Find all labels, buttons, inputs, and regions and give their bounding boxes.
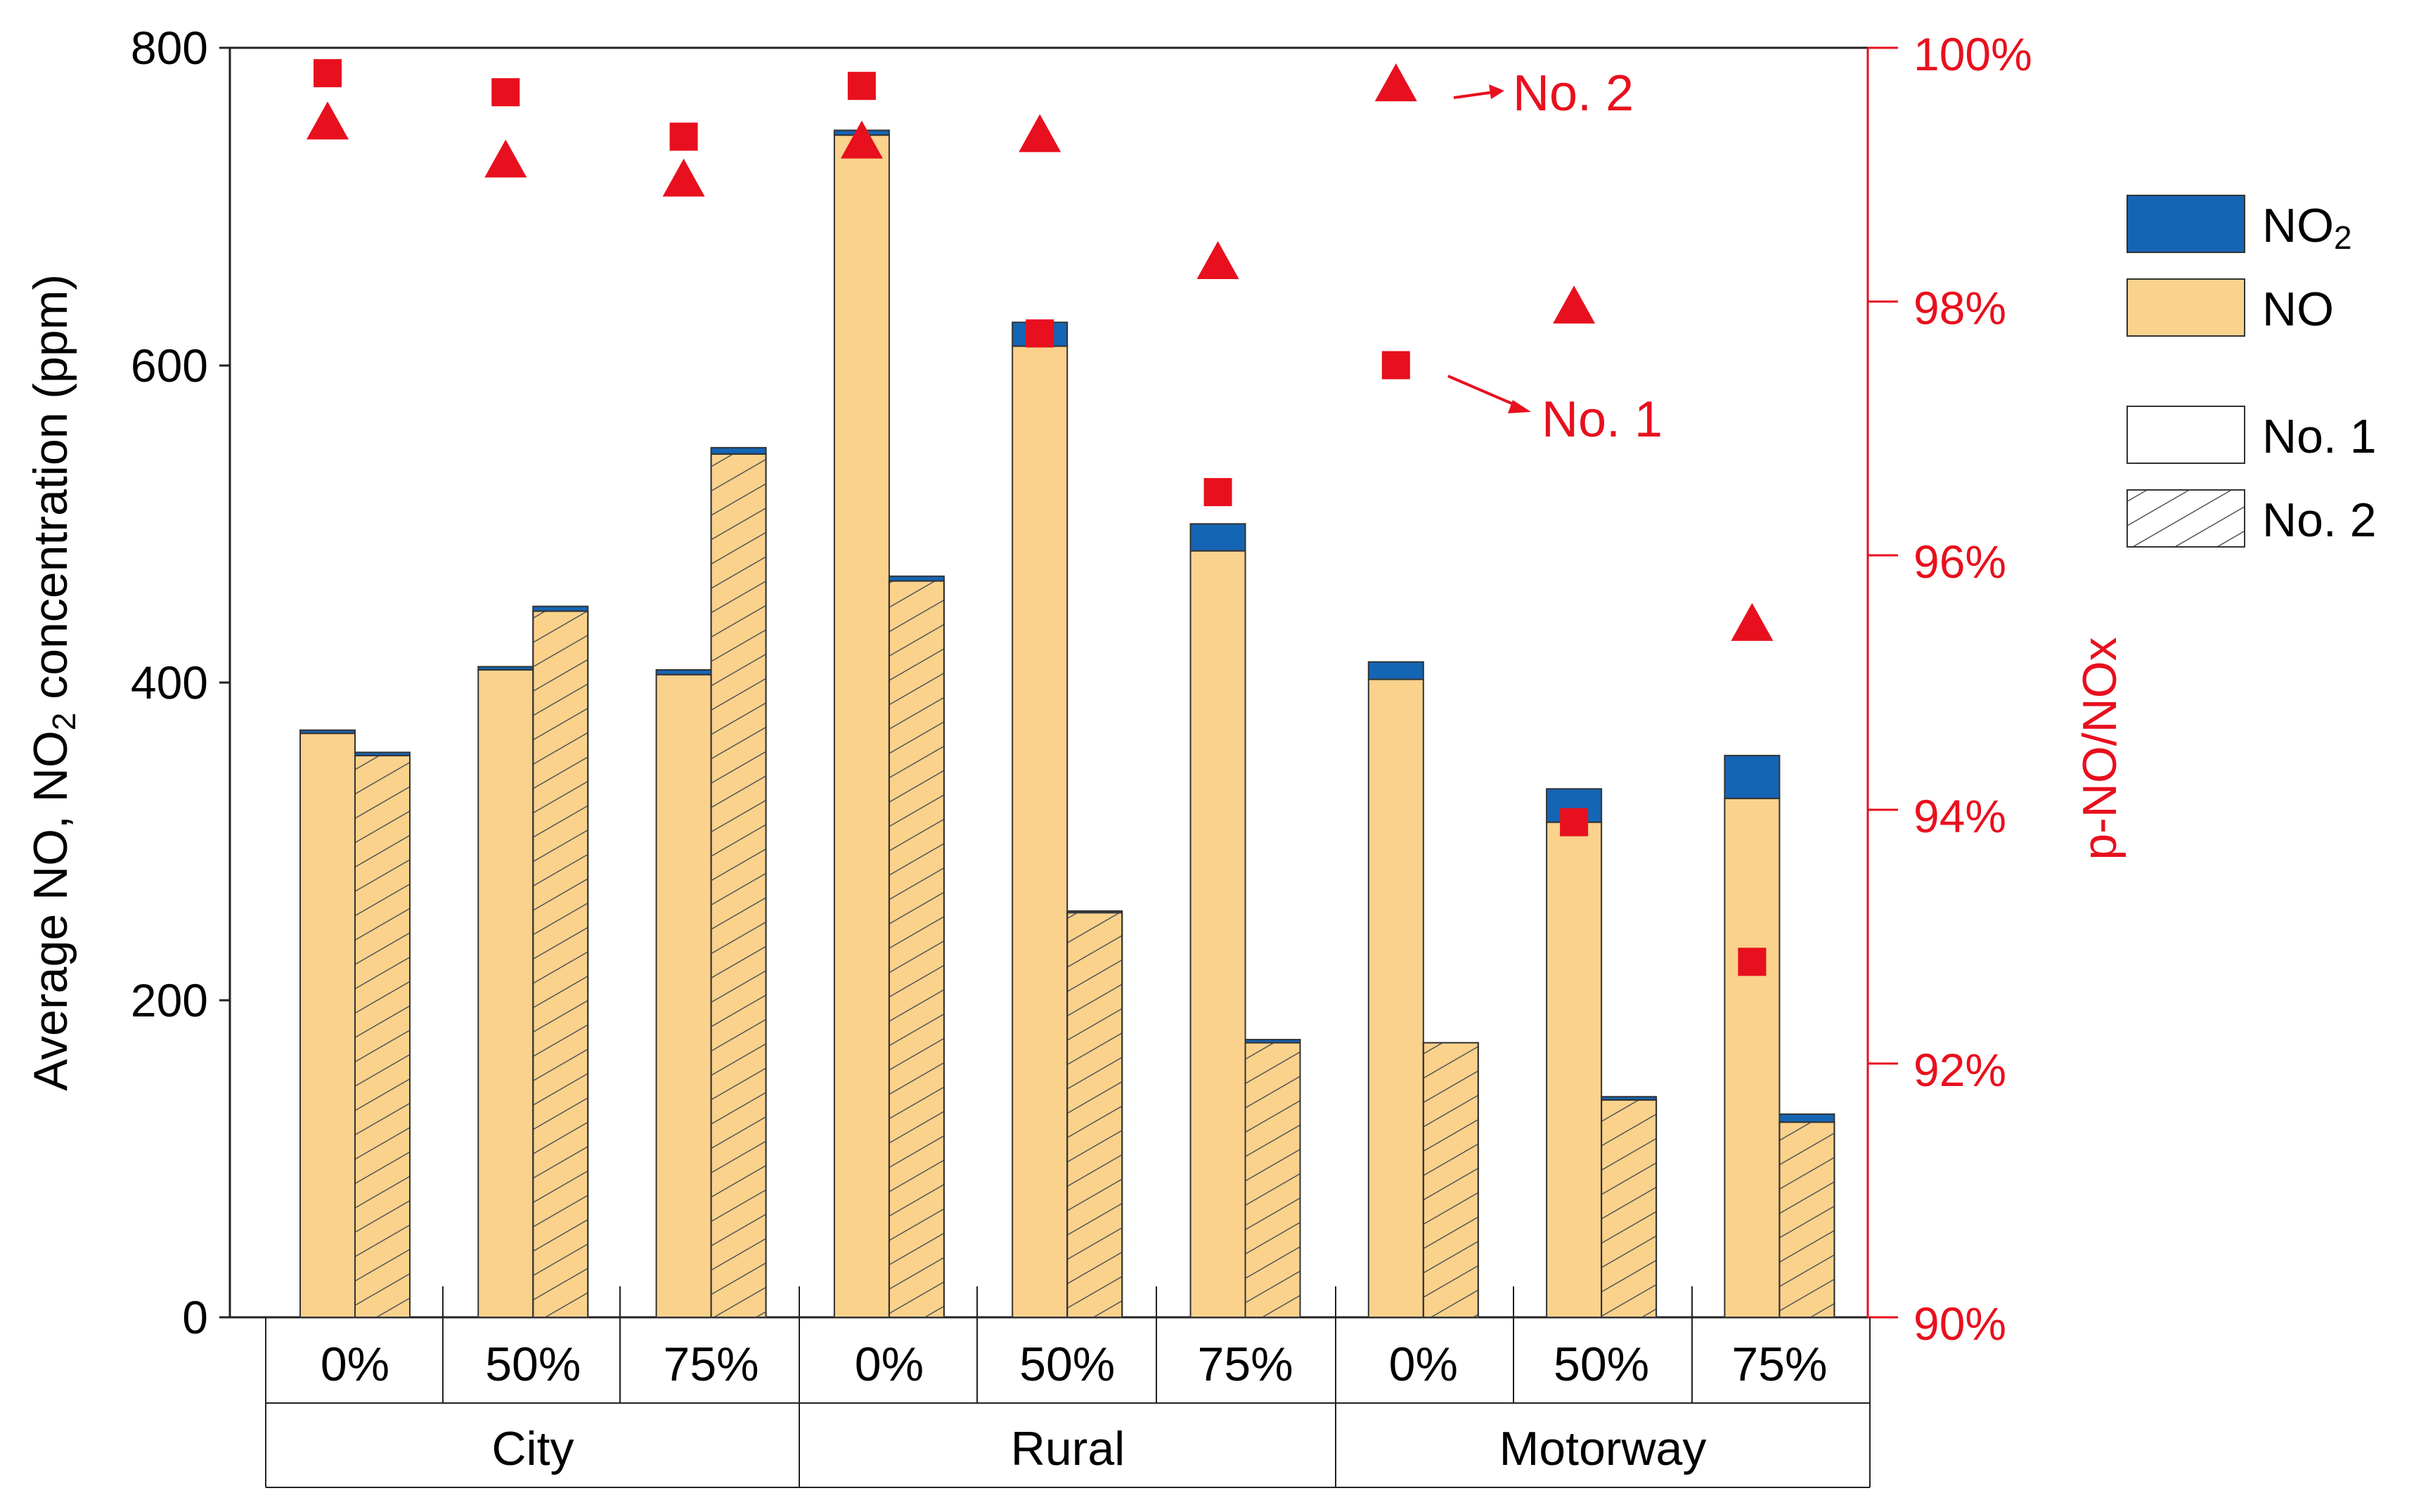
load-label: 75%: [1197, 1338, 1293, 1391]
point-triangle-series2: [1731, 602, 1774, 641]
bar-no2-series2: [1779, 1113, 1835, 1123]
bar-hatch-series2: [1244, 1042, 1301, 1318]
legend-swatch-no2-hatch: [2126, 489, 2245, 548]
bar-no2-series1: [1189, 523, 1246, 552]
group-label: Rural: [1011, 1422, 1125, 1475]
bar-no-series1: [1189, 550, 1246, 1319]
bar-no-series1: [1546, 821, 1603, 1319]
point-square-series1: [669, 122, 698, 151]
point-triangle-series2: [1374, 63, 1417, 102]
annotation-no2: No. 2: [1513, 65, 1634, 122]
bar-no-series1: [1012, 345, 1069, 1318]
load-label: 75%: [664, 1338, 759, 1391]
legend-label-no1: No. 1: [2262, 410, 2377, 463]
y-tick-label: 0: [182, 1291, 208, 1343]
point-triangle-series2: [306, 101, 349, 140]
load-label: 50%: [1554, 1338, 1649, 1391]
y2-axis-title: p-NO/NOx: [2073, 637, 2126, 860]
y2-tick-label: 98%: [1913, 282, 2006, 334]
group-label: City: [491, 1422, 574, 1475]
bar-no2-series2: [888, 575, 945, 582]
point-square-series1: [1381, 351, 1410, 380]
legend-swatch-no2: [2126, 195, 2245, 253]
load-label: 0%: [855, 1338, 924, 1391]
y2-tick-label: 96%: [1913, 536, 2006, 588]
bar-no-series1: [655, 673, 712, 1318]
legend-label-no2-series: No. 2: [2262, 493, 2377, 547]
group-label: Motorway: [1499, 1422, 1707, 1475]
point-square-series1: [491, 78, 520, 107]
point-square-series1: [314, 59, 342, 88]
y-tick-label: 800: [131, 22, 208, 74]
bar-no-series1: [1724, 797, 1781, 1318]
bar-hatch-series2: [1779, 1121, 1835, 1318]
load-label: 50%: [1019, 1338, 1115, 1391]
bar-hatch-series2: [354, 754, 411, 1318]
bar-no2-series2: [1066, 910, 1123, 914]
bar-hatch-series2: [1066, 912, 1123, 1318]
bar-no-series1: [477, 668, 534, 1318]
point-triangle-series2: [1019, 114, 1061, 153]
legend-swatch-no: [2126, 278, 2245, 337]
point-triangle-series2: [840, 120, 883, 159]
legend-swatch-no1: [2126, 406, 2245, 464]
point-triangle-series2: [484, 139, 527, 178]
bar-no-series1: [299, 732, 356, 1318]
load-label: 50%: [485, 1338, 581, 1391]
point-square-series1: [1738, 948, 1767, 976]
point-square-series1: [847, 72, 876, 101]
load-label: 0%: [321, 1338, 389, 1391]
bar-no2-series2: [532, 605, 589, 612]
y-tick-label: 600: [131, 340, 208, 392]
point-square-series1: [1203, 478, 1232, 507]
bar-no2-series1: [1367, 661, 1424, 680]
annotation-no1: No. 1: [1542, 392, 1663, 448]
bar-no2-series1: [655, 668, 712, 676]
point-triangle-series2: [662, 158, 705, 197]
bars: [299, 129, 1835, 1319]
y2-tick-label: 100%: [1913, 28, 2032, 80]
legend-label-no2: NO2: [2262, 199, 2352, 256]
y-axis-title: Average NO, NO2 concentration (ppm): [24, 274, 82, 1091]
bar-no2-series1: [299, 729, 356, 735]
bar-hatch-series2: [888, 580, 945, 1318]
y2-tick-label: 90%: [1913, 1298, 2006, 1350]
bar-hatch-series2: [710, 453, 767, 1318]
bar-no-series1: [1367, 678, 1424, 1318]
load-label: 75%: [1731, 1338, 1827, 1391]
bar-hatch-series2: [532, 610, 589, 1318]
bar-no-series1: [833, 134, 890, 1319]
y2-tick-label: 94%: [1913, 790, 2006, 842]
category-table: [265, 1286, 1871, 1488]
points: [306, 59, 1774, 976]
load-label: 0%: [1389, 1338, 1458, 1391]
bar-no2-series2: [1244, 1038, 1301, 1044]
bar-no2-series1: [477, 666, 534, 671]
point-square-series1: [1560, 808, 1589, 836]
point-triangle-series2: [1196, 241, 1239, 280]
y-axis-left: 0 200 400 600 800: [131, 22, 230, 1343]
bar-no2-series1: [1724, 754, 1781, 799]
bar-no2-series2: [710, 446, 767, 455]
y2-tick-label: 92%: [1913, 1044, 2006, 1096]
y-tick-label: 400: [131, 657, 208, 709]
y-tick-label: 200: [131, 974, 208, 1026]
point-triangle-series2: [1553, 285, 1596, 324]
y-axis-right: 100% 98% 96% 94% 92% 90%: [1866, 28, 2032, 1350]
bar-hatch-series2: [1422, 1042, 1479, 1318]
bar-no2-series2: [1601, 1096, 1658, 1101]
point-square-series1: [1026, 319, 1054, 348]
annotations: No. 2 No. 1: [1447, 65, 1663, 448]
legend-label-no: NO: [2262, 283, 2334, 336]
bar-no2-series2: [354, 751, 411, 756]
bar-hatch-series2: [1601, 1099, 1658, 1319]
legend: NO2 NO No. 1 No. 2: [2126, 195, 2377, 548]
category-labels: 0% 50% 75% 0% 50% 75% 0% 50% 75% City Rural Motorwa…: [321, 1338, 1828, 1475]
